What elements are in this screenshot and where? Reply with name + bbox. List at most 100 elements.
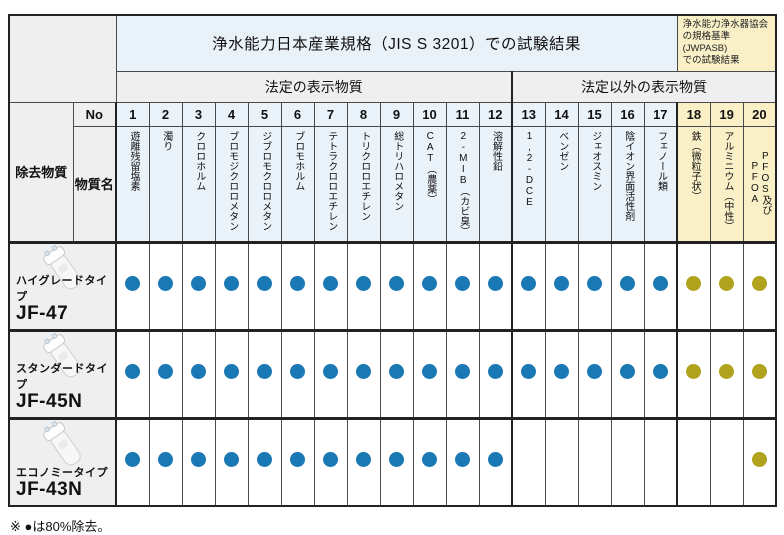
removal-dot [751,364,767,380]
product-model: JF-43N [16,479,83,501]
dot-cell-JF-47-col12 [478,240,513,331]
test-results-table: 浄水能力日本産業規格（JIS S 3201）での試験結果 浄水能力浄水器協会 の… [8,14,778,508]
dot-cell-JF-43N-col9 [379,416,414,507]
substance-name-text: 1,2-DCE [524,130,535,208]
dot-cell-JF-43N-col14 [544,416,579,507]
removal-dot [356,452,371,468]
removal-dot [487,276,503,292]
substance-name-text: 総トリハロメタン [391,130,403,211]
removal-dot [455,364,470,380]
removal-dot [422,276,437,292]
substance-name-text: クロロホルム [193,130,205,191]
dot-cell-JF-43N-col5 [247,416,282,507]
removal-dot [191,364,206,380]
dot-cell-JF-47-col11 [445,240,480,331]
column-number-9: 9 [379,101,414,127]
substance-name-label: 物質名 [72,125,117,243]
removal-dot [257,276,272,292]
removal-dot [224,276,239,292]
dot-cell-JF-45N-col10 [412,328,447,419]
substance-name-text: ブロモホルム [292,130,304,191]
removal-dot [686,276,702,292]
dot-cell-JF-43N-col7 [313,416,348,507]
removal-dot [323,276,338,292]
dot-cell-JF-43N-col6 [280,416,315,507]
dot-cell-JF-43N-col13 [511,416,546,507]
substance-name-cell-5: ジブロモクロロメタン [247,125,282,243]
dot-cell-JF-43N-col19 [709,416,744,507]
removal-dot [751,276,767,292]
substance-name-text: 濁り [160,130,172,151]
column-number-15: 15 [577,101,612,127]
substance-name-text: PFOS及びPFOA [749,151,771,216]
substance-name-cell-7: テトラクロロエチレン [313,125,348,243]
dot-cell-JF-45N-col5 [247,328,282,419]
corner-cell [8,14,117,103]
product-type: ハイグレードタイプ [16,274,108,303]
column-number-7: 7 [313,101,348,127]
removal-dot [191,276,206,292]
removal-dot [257,452,272,468]
product-type: エコノミータイプ [16,467,108,480]
dot-cell-JF-45N-col8 [346,328,381,419]
dot-cell-JF-47-col14 [544,240,579,331]
footnote: ※ ●は80%除去。 [10,519,111,535]
substance-name-text: ベンゼン [556,130,568,171]
removal-dot [389,364,404,380]
product-image-jf-47 [42,245,81,289]
removal-dot [521,364,537,380]
removal-dot [587,364,602,380]
substance-name-cell-11: 2-MIB（カビ臭） [445,125,480,243]
dot-cell-JF-45N-col12 [478,328,513,419]
column-number-14: 14 [544,101,579,127]
dot-cell-JF-47-col4 [214,240,249,331]
substance-name-cell-16: 陰イオン界面活性剤 [610,125,645,243]
removal-dot [125,364,141,380]
group-nonlegal-label: 法定以外の表示物質 [511,70,777,103]
removal-dot [224,364,239,380]
substance-name-cell-20: PFOS及びPFOA [742,125,777,243]
substance-name-cell-18: 鉄（微粒子状） [676,125,711,243]
removal-dot [158,452,173,468]
product-model: JF-45N [16,390,83,412]
dot-cell-JF-43N-col12 [478,416,513,507]
substance-name-cell-2: 濁り [148,125,183,243]
dot-cell-JF-45N-col1 [115,328,150,419]
column-number-1: 1 [115,101,150,127]
removal-dot [290,364,305,380]
substance-name-text: 陰イオン界面活性剤 [622,130,634,221]
substance-name-text: ブロモジクロロメタン [226,130,238,231]
product-image-jf-45n [42,333,81,377]
dot-cell-JF-47-col15 [577,240,612,331]
dot-cell-JF-43N-col1 [115,416,150,507]
removal-dot [686,364,702,380]
dot-cell-JF-47-col1 [115,240,150,331]
dot-cell-JF-45N-col20 [742,328,777,419]
group-legal-label: 法定の表示物質 [115,70,513,103]
dot-cell-JF-43N-col10 [412,416,447,507]
dot-cell-JF-45N-col15 [577,328,612,419]
removal-dot [257,364,272,380]
dot-cell-JF-45N-col16 [610,328,645,419]
dot-cell-JF-47-col20 [742,240,777,331]
dot-cell-JF-47-col6 [280,240,315,331]
substance-name-text: ジブロモクロロメタン [259,130,271,231]
dot-cell-JF-47-col2 [148,240,183,331]
dot-cell-JF-43N-col17 [643,416,679,507]
removal-dot [719,364,735,380]
column-number-3: 3 [181,101,216,127]
removal-dot [455,452,470,468]
column-number-13: 13 [511,101,546,127]
dot-cell-JF-43N-col3 [181,416,216,507]
product-cell-jf-43n: エコノミータイプ JF-43N [8,416,117,507]
dot-cell-JF-45N-col9 [379,328,414,419]
dot-cell-JF-45N-col14 [544,328,579,419]
product-image-jf-43n [42,421,81,465]
dot-cell-JF-43N-col8 [346,416,381,507]
dot-cell-JF-45N-col11 [445,328,480,419]
removal-dot [554,364,569,380]
removal-dot [521,276,537,292]
removal-dot [487,364,503,380]
column-number-16: 16 [610,101,645,127]
substance-name-text: 遊離残留塩素 [128,130,139,191]
